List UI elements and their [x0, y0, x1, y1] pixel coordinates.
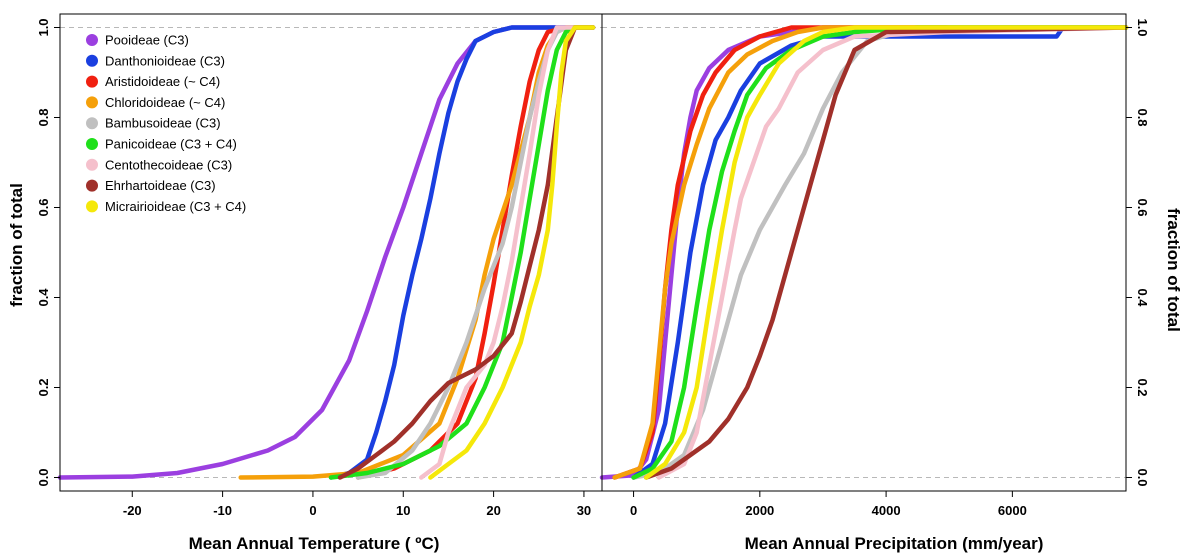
y-tick-label: 1.0: [1135, 18, 1150, 36]
x-axis-ticks: -20 -10 0 10 20 30: [123, 491, 591, 518]
series-group: [599, 25, 1129, 480]
x-tick-label: 10: [396, 503, 410, 518]
legend-marker: [86, 54, 98, 67]
x-axis-label: Mean Annual Precipitation (mm/year): [745, 534, 1044, 553]
series-line-4: [612, 25, 1129, 480]
legend-marker: [86, 34, 98, 46]
series-line-7: [656, 25, 1129, 480]
precipitation-panel: 0 2000 4000 6000 0.0 0.2 0.4 0.6 0.8 1.0 Mean An…: [599, 18, 1183, 553]
y-tick-label: 0.4: [1135, 288, 1150, 307]
legend-marker: [86, 200, 98, 213]
x-tick-label: 0: [309, 503, 316, 518]
series-line-2: [328, 25, 596, 480]
series-line-7: [419, 25, 596, 480]
x-tick-label: 30: [577, 503, 591, 518]
x-tick-label: 6000: [998, 503, 1027, 518]
legend-marker: [86, 179, 98, 192]
x-tick-label: -20: [123, 503, 142, 518]
legend-entry: Panicoideae (C3 + C4): [105, 137, 237, 152]
y-tick-label: 0.6: [36, 198, 51, 216]
legend-marker: [86, 138, 98, 150]
legend-entry: Pooideae (C3): [105, 33, 189, 48]
legend: Pooideae (C3) Danthonioideae (C3) Aristido…: [86, 33, 246, 214]
legend-marker: [86, 75, 98, 88]
y-tick-label: 0.0: [1135, 468, 1150, 486]
legend-entry: Bambusoideae (C3): [105, 116, 221, 131]
series-line-2: [631, 25, 1129, 480]
y-axis-ticks: 0.0 0.2 0.4 0.6 0.8 1.0: [36, 18, 60, 487]
y-tick-label: 0.0: [36, 468, 51, 486]
series-line-9: [643, 25, 1129, 480]
legend-marker: [86, 117, 98, 130]
y-tick-label: 0.2: [36, 378, 51, 396]
series-group: [57, 25, 596, 480]
y-axis-label: fraction of total: [7, 183, 26, 307]
x-axis-ticks: 0 2000 4000 6000: [630, 491, 1027, 518]
x-tick-label: 20: [486, 503, 500, 518]
x-axis-label: Mean Annual Temperature ( ºC): [189, 534, 440, 553]
y-tick-label: 0.2: [1135, 378, 1150, 396]
y-tick-label: 0.4: [36, 288, 51, 307]
series-line-9: [428, 25, 596, 480]
y-tick-label: 0.6: [1135, 198, 1150, 216]
series-line-8: [337, 25, 596, 480]
legend-marker: [86, 96, 98, 109]
x-tick-label: 0: [630, 503, 637, 518]
series-line-3: [355, 25, 596, 480]
x-tick-label: 2000: [745, 503, 774, 518]
y-axis-label: fraction of total: [1164, 208, 1183, 332]
temperature-panel: -20 -10 0 10 20 30 0.0 0.2 0.4 0.6 0.8 1.0 Mean An…: [7, 18, 602, 553]
legend-entry: Danthonioideae (C3): [105, 53, 225, 68]
y-axis-ticks: 0.0 0.2 0.4 0.6 0.8 1.0: [1126, 18, 1150, 487]
series-line-6: [631, 25, 1129, 480]
y-tick-label: 0.8: [1135, 108, 1150, 126]
plot-frame: [601, 13, 1127, 492]
legend-entry: Chloridoideae (~ C4): [105, 95, 225, 110]
x-tick-label: 4000: [872, 503, 901, 518]
series-line-8: [643, 25, 1129, 480]
legend-entry: Centothecoideae (C3): [105, 157, 232, 172]
y-tick-label: 1.0: [36, 18, 51, 36]
y-tick-label: 0.8: [36, 108, 51, 126]
legend-entry: Aristidoideae (~ C4): [105, 74, 220, 89]
series-line-6: [328, 25, 596, 480]
legend-entry: Micrairioideae (C3 + C4): [105, 199, 246, 214]
x-tick-label: -10: [213, 503, 232, 518]
legend-entry: Ehrhartoideae (C3): [105, 178, 216, 193]
legend-marker: [86, 158, 98, 171]
